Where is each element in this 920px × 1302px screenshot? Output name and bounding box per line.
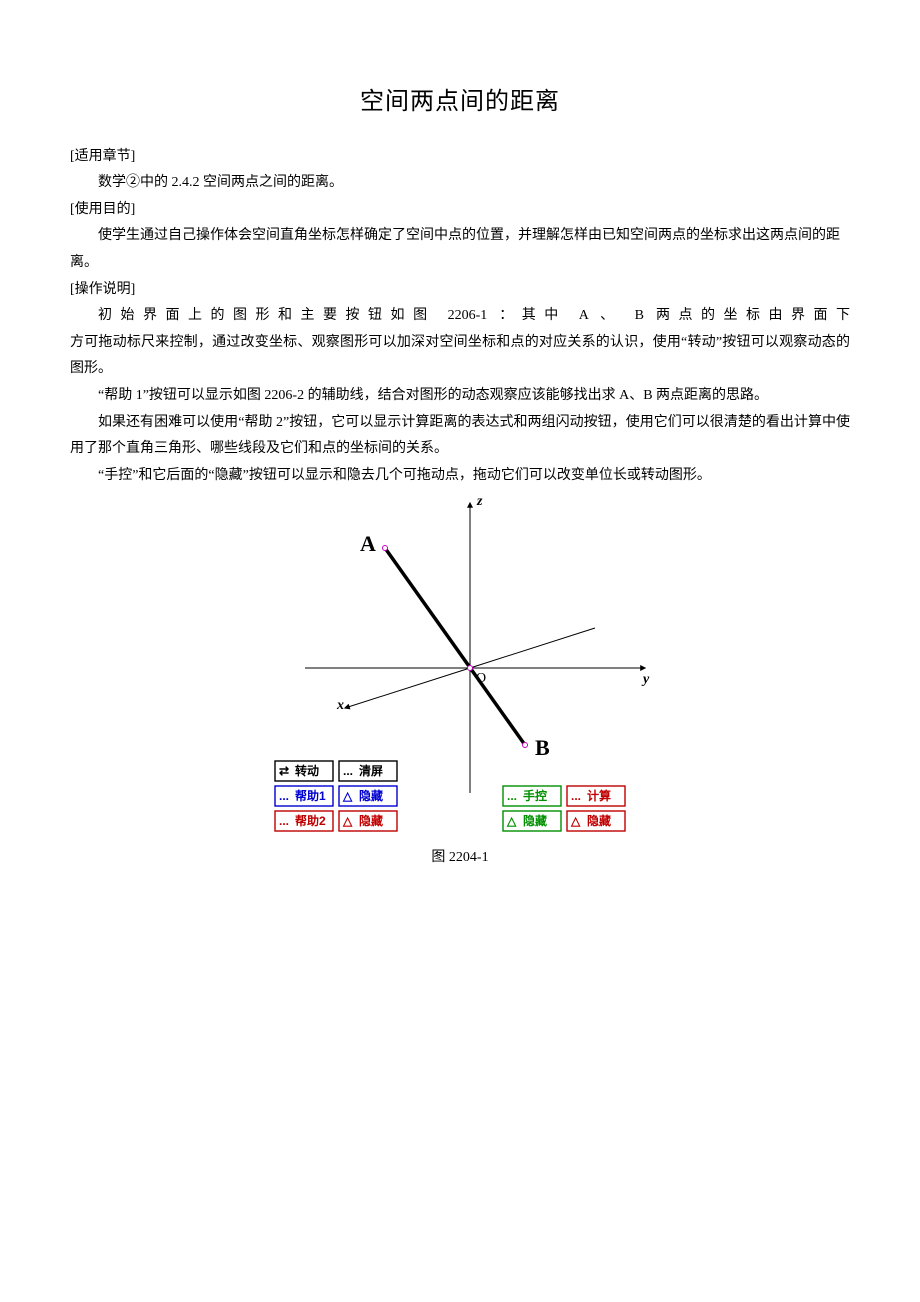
btn-left-0-0-prefix-icon: ⇄ bbox=[279, 764, 289, 778]
btn-right-1-1-prefix-icon: △ bbox=[570, 814, 581, 828]
figure-caption: 图 2204-1 bbox=[245, 845, 675, 872]
page-title: 空间两点间的距离 bbox=[70, 80, 850, 126]
btn-right-1-0-label: 隐藏 bbox=[523, 813, 547, 828]
axis-label-x: x bbox=[336, 698, 344, 713]
para-instr-3: 如果还有困难可以使用“帮助 2”按钮，它可以显示计算距离的表达式和两组闪动按钮，… bbox=[70, 410, 850, 463]
segment-ab bbox=[385, 548, 525, 745]
btn-left-0-1-prefix-icon: ... bbox=[343, 764, 353, 778]
section-head-scope: [适用章节] bbox=[70, 144, 850, 171]
axis-label-y: y bbox=[641, 672, 650, 687]
btn-left-2-1-label: 隐藏 bbox=[359, 813, 383, 828]
para-instr-1b: 方可拖动标尺来控制，通过改变坐标、观察图形可以加深对空间坐标和点的对应关系的认识… bbox=[70, 330, 850, 383]
para-instr-4: “手控”和它后面的“隐藏”按钮可以显示和隐去几个可拖动点，拖动它们可以改变单位长… bbox=[70, 463, 850, 490]
btn-left-1-1-prefix-icon: △ bbox=[342, 789, 353, 803]
axis-x bbox=[345, 668, 470, 708]
btn-right-0-1-prefix-icon: ... bbox=[571, 789, 581, 803]
btn-left-1-1-label: 隐藏 bbox=[359, 788, 383, 803]
figure-svg: zyxOAB⇄转动...清屏...帮助1△隐藏...帮助2△隐藏...手控...… bbox=[245, 493, 675, 843]
section-head-instructions: [操作说明] bbox=[70, 277, 850, 304]
point-label-b: B bbox=[535, 735, 550, 760]
btn-left-0-0-label: 转动 bbox=[295, 763, 319, 778]
point-b bbox=[523, 743, 528, 748]
btn-left-2-0-label: 帮助2 bbox=[295, 813, 326, 828]
figure-container: zyxOAB⇄转动...清屏...帮助1△隐藏...帮助2△隐藏...手控...… bbox=[245, 493, 675, 872]
axis-x-back bbox=[470, 628, 595, 668]
btn-right-0-1-label: 计算 bbox=[587, 788, 611, 803]
section-head-purpose: [使用目的] bbox=[70, 197, 850, 224]
axis-label-z: z bbox=[476, 494, 483, 509]
btn-left-2-1-prefix-icon: △ bbox=[342, 814, 353, 828]
para-purpose-1: 使学生通过自己操作体会空间直角坐标怎样确定了空间中点的位置，并理解怎样由已知空间… bbox=[70, 223, 850, 276]
para-instr-2: “帮助 1”按钮可以显示如图 2206-2 的辅助线，结合对图形的动态观察应该能… bbox=[70, 383, 850, 410]
btn-left-1-0-prefix-icon: ... bbox=[279, 789, 289, 803]
btn-right-1-0-prefix-icon: △ bbox=[506, 814, 517, 828]
btn-right-0-0-prefix-icon: ... bbox=[507, 789, 517, 803]
btn-left-0-1-label: 清屏 bbox=[359, 763, 383, 778]
point-label-a: A bbox=[360, 531, 376, 556]
btn-left-1-0-label: 帮助1 bbox=[295, 788, 326, 803]
btn-right-0-0-label: 手控 bbox=[523, 788, 547, 803]
para-instr-1a: 初始界面上的图形和主要按钮如图 2206-1 ：其中 A 、 B 两点的坐标由界… bbox=[70, 303, 850, 330]
point-a bbox=[383, 546, 388, 551]
para-scope-1: 数学②中的 2.4.2 空间两点之间的距离。 bbox=[70, 170, 850, 197]
point-origin bbox=[468, 666, 473, 671]
btn-right-1-1-label: 隐藏 bbox=[587, 813, 611, 828]
btn-left-2-0-prefix-icon: ... bbox=[279, 814, 289, 828]
